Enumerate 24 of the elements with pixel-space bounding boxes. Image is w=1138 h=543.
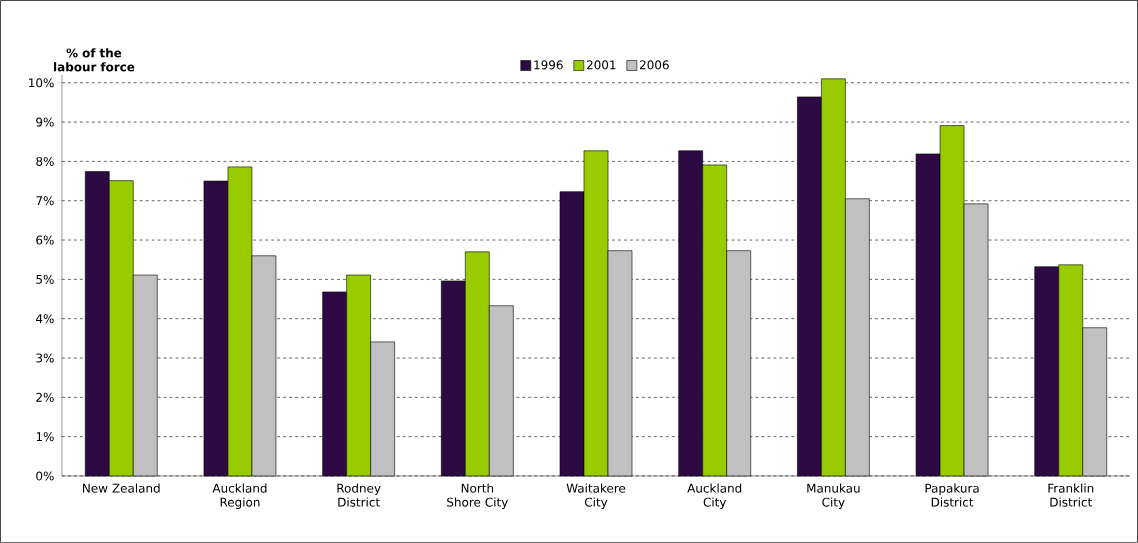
x-tick-label: Franklin District <box>1048 483 1094 507</box>
y-tick-label: 10% <box>29 78 54 88</box>
legend-label: 2001 <box>586 60 616 70</box>
x-tick-label: Manukau City <box>807 483 860 510</box>
y-tick-label: 3% <box>36 353 54 363</box>
x-tick-label: Auckland Region <box>212 483 267 510</box>
x-tick-label: Auckland City <box>687 483 742 510</box>
x-tick-label: North Shore City <box>447 483 508 510</box>
y-tick-label: 7% <box>36 196 54 206</box>
x-tick-label: Rodney District <box>337 483 381 507</box>
y-tick-label: 2% <box>36 392 54 402</box>
x-tick-label: New Zealand <box>83 483 160 493</box>
x-tick-label: Waitakere City <box>566 483 626 510</box>
y-tick-label: 9% <box>36 117 54 127</box>
legend-label: 2006 <box>639 60 669 70</box>
y-tick-label: 0% <box>36 471 54 481</box>
y-tick-label: 1% <box>36 432 54 442</box>
x-tick-label: Papakura District <box>925 483 979 507</box>
legend-label: 1996 <box>534 60 563 70</box>
y-tick-label: 8% <box>36 156 54 166</box>
y-tick-label: 4% <box>36 314 54 324</box>
y-axis-title: % of the labour force <box>54 48 135 72</box>
y-tick-label: 6% <box>36 235 54 245</box>
y-tick-label: 5% <box>36 274 54 284</box>
